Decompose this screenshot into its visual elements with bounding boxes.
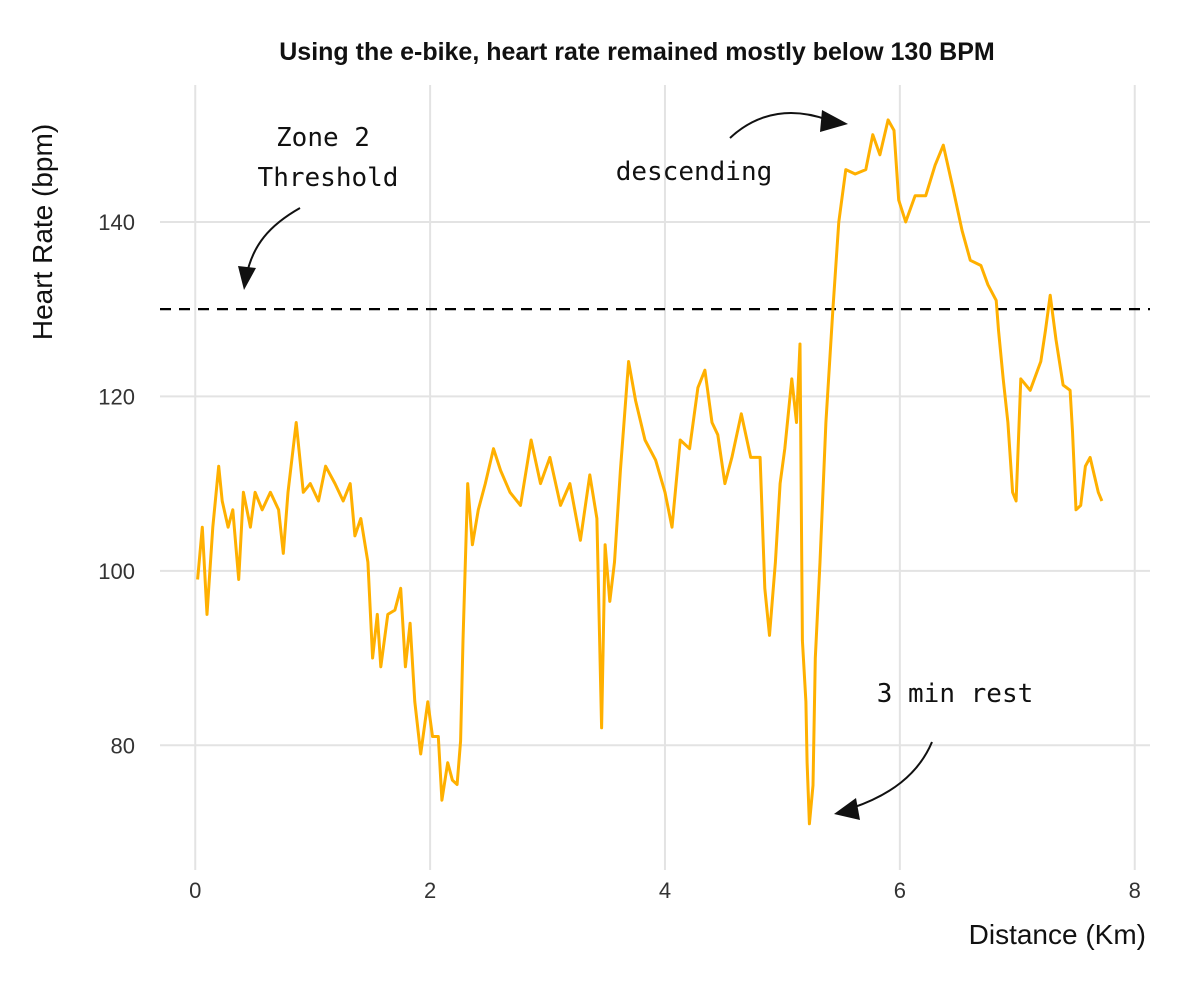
arrow-icon (729, 112, 829, 139)
arrow-icon (245, 207, 301, 279)
annotation-rest: 3 min rest (834, 679, 1033, 820)
y-tick-label: 100 (98, 559, 135, 584)
x-tick-label: 6 (894, 878, 906, 903)
y-tick-label: 120 (98, 384, 135, 409)
y-tick-label: 140 (98, 210, 135, 235)
chart-title: Using the e-bike, heart rate remained mo… (279, 38, 995, 66)
x-tick-label: 0 (189, 878, 201, 903)
annotation-zone2: Zone 2 Threshold (238, 123, 398, 290)
annotation-zone2-line2: Threshold (258, 163, 399, 193)
annotation-zone2-line1: Zone 2 (276, 123, 370, 153)
x-tick-label: 2 (424, 878, 436, 903)
annotation-rest-text: 3 min rest (877, 679, 1034, 709)
annotation-descending-text: descending (616, 157, 773, 187)
x-tick-label: 8 (1129, 878, 1141, 903)
arrowhead-icon (820, 110, 848, 132)
arrow-icon (851, 741, 933, 809)
tick-labels: 0 2 4 6 8 80 100 120 140 (98, 210, 1141, 903)
x-tick-label: 4 (659, 878, 671, 903)
annotation-descending: descending (616, 110, 848, 187)
y-tick-label: 80 (111, 733, 135, 758)
arrowhead-icon (238, 266, 256, 290)
y-axis-label: Heart Rate (bpm) (27, 124, 58, 340)
heart-rate-line (196, 118, 1104, 826)
x-axis-label: Distance (Km) (969, 919, 1146, 950)
arrowhead-icon (834, 798, 860, 820)
grid (160, 85, 1150, 870)
